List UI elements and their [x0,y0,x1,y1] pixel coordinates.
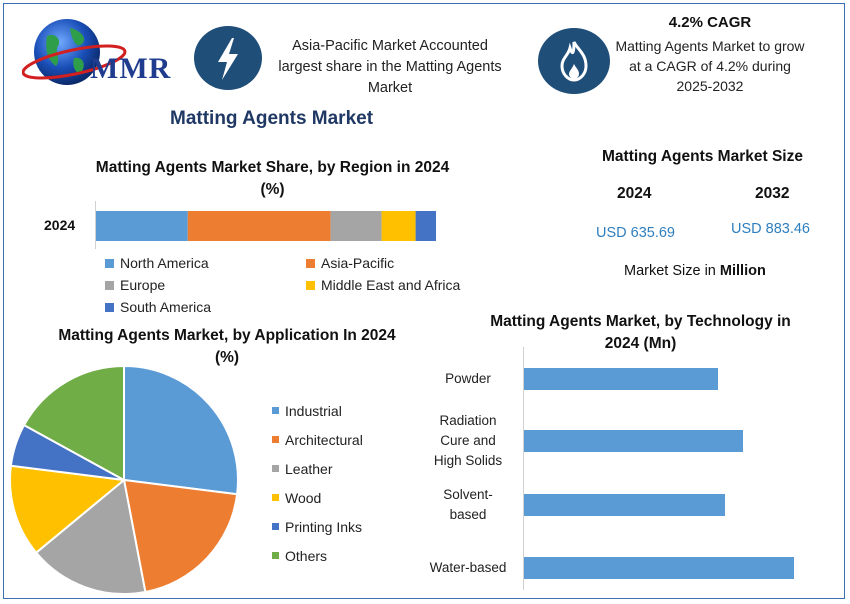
region-bar-segment-0 [96,211,188,241]
technology-chart: Powder Radiation Cure and High Solids Solven… [420,347,820,590]
lightning-icon [194,26,262,90]
application-chart-title: Matting Agents Market, by Application In… [58,327,396,366]
logo-text: MMR [90,52,172,85]
legend-item-wood: Wood [272,483,363,512]
pie-slice-architectural [122,478,239,594]
unit-bold: Million [719,263,766,279]
legend-item-others: Others [272,541,363,570]
tech-bar-0 [524,368,718,390]
region-chart-title: Matting Agents Market Share, by Region i… [95,159,450,198]
application-legend: Industrial Architectural Leather Wood Printi… [272,396,363,570]
pie-slice-wood [9,464,127,555]
legend-swatch [272,407,279,414]
region-bar-segment-1 [187,211,331,241]
legend-label: Architectural [285,431,363,448]
region-bar-segment-2 [330,211,382,241]
legend-item-middle-east: Middle East and Africa [306,277,460,293]
legend-item-north-america: North America [105,255,209,271]
legend-swatch [272,494,279,501]
region-bar [96,211,436,241]
legend-item-industrial: Industrial [272,396,363,425]
legend-swatch [105,280,114,290]
pie-slice-industrial [123,364,239,496]
pie-slice-others [22,364,125,482]
tech-category-label: Solvent-based [443,487,493,522]
legend-swatch [272,465,279,472]
legend-item-leather: Leather [272,454,363,483]
tech-bar-3 [524,557,794,579]
legend-label: Europe [120,277,166,293]
legend-label: Printing Inks [285,518,363,535]
mmr-logo: MMR [21,14,182,94]
technology-axis-line [523,347,524,590]
cagr-title: 4.2% CAGR [668,14,752,31]
legend-label: Leather [285,460,333,477]
year-2032: 2032 [755,185,790,202]
year-2024: 2024 [617,185,652,202]
region-category-label: 2024 [44,217,76,233]
info-asia-pacific: Asia-Pacific Market Accounted largest sh… [278,38,502,96]
cagr-text: Matting Agents Market to grow at a CAGR … [615,38,805,94]
legend-swatch [306,258,315,268]
region-stacked-bar [96,211,436,241]
value-2032: USD 883.46 [731,221,810,237]
flame-icon [538,28,610,94]
legend-swatch [105,302,114,312]
region-bar-segment-3 [381,211,416,241]
region-bar-segment-4 [415,211,436,241]
legend-swatch [272,552,279,559]
region-axis-line [95,201,96,249]
legend-swatch [306,280,315,290]
tech-category-label: Water-based [429,560,507,575]
infographic-frame [3,3,845,599]
tech-category-label: Powder [445,371,491,386]
tech-category-label: Radiation Cure and High Solids [433,413,503,468]
legend-item-architectural: Architectural [272,425,363,454]
legend-label: Wood [285,489,322,506]
page-title: Matting Agents Market [170,108,374,129]
technology-chart-title: Matting Agents Market, by Technology in … [490,313,791,352]
legend-label: North America [120,255,209,271]
legend-item-printing-inks: Printing Inks [272,512,363,541]
legend-swatch [272,523,279,530]
legend-item-south-america: South America [105,299,211,315]
tech-bar-2 [524,494,725,516]
pie-slice-leather [34,478,147,595]
application-pie [4,362,244,598]
legend-item-europe: Europe [105,277,165,293]
legend-label: Industrial [285,402,342,419]
pie-chart [9,364,239,595]
legend-item-asia-pacific: Asia-Pacific [306,255,394,271]
legend-label: Others [285,547,328,564]
unit-prefix: Market Size in [624,263,720,279]
globe-icon [21,19,127,85]
legend-swatch [105,258,114,268]
market-size-unit: Market Size in Million [624,263,766,279]
legend-label: South America [120,299,212,315]
legend-label: Middle East and Africa [321,277,461,293]
market-size-title: Matting Agents Market Size [602,148,803,165]
legend-swatch [272,436,279,443]
value-2024: USD 635.69 [596,225,675,241]
legend-label: Asia-Pacific [321,255,395,271]
tech-bar-1 [524,430,744,452]
